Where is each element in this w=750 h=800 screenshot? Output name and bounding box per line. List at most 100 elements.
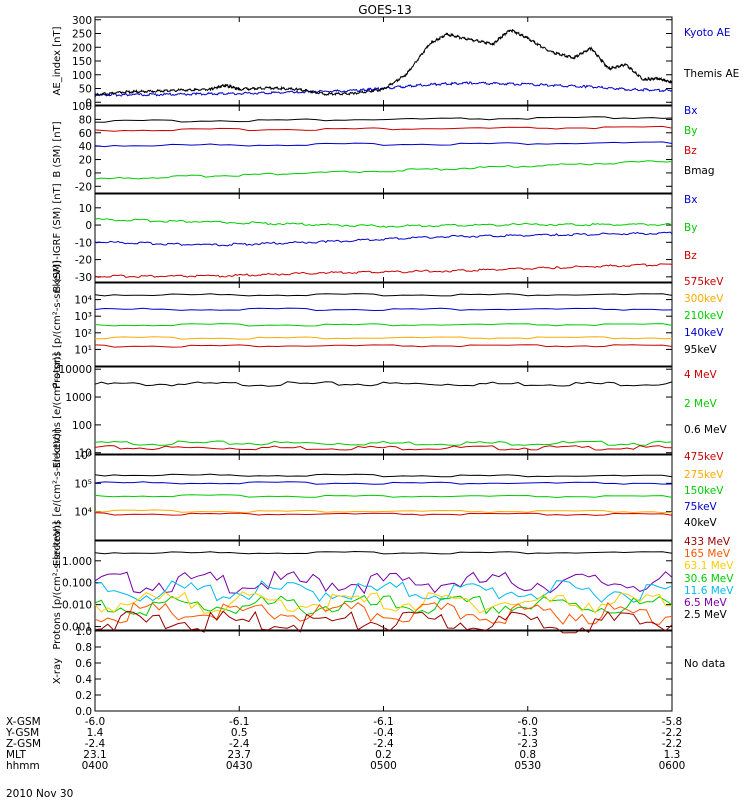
y-axis-label: AE_index [nT] bbox=[52, 26, 63, 95]
panel-3: -30 -20 -10 0 10 B (SM)-IGRF (SM) [nT] Bx By Bz bbox=[52, 183, 697, 292]
legend-entry: 475keV bbox=[684, 451, 724, 463]
y-axis-label: X-ray bbox=[52, 658, 63, 684]
y-tick-label: 80 bbox=[79, 114, 92, 126]
legend-entry: 75keV bbox=[684, 501, 718, 513]
legend-entry: 140keV bbox=[684, 327, 724, 339]
y-tick-label: 10⁶ bbox=[74, 450, 92, 462]
legend-entry: 95keV bbox=[684, 344, 718, 356]
legend-entry: 150keV bbox=[684, 485, 724, 497]
series-line-30-6-mev bbox=[94, 594, 673, 617]
orbit-cell: -6.1 bbox=[373, 716, 394, 728]
series-line-2-5-mev bbox=[94, 550, 673, 555]
orbit-cell: 0400 bbox=[82, 760, 109, 772]
legend-entry: 300keV bbox=[684, 293, 724, 305]
series-line-95kev bbox=[94, 293, 673, 297]
y-tick-label: -30 bbox=[75, 272, 92, 284]
y-axis-label: B (SM) [nT] bbox=[52, 121, 63, 177]
series-line-bx bbox=[94, 141, 673, 148]
legend-entry: 4 MeV bbox=[684, 369, 718, 381]
panel-frame bbox=[94, 454, 673, 541]
y-tick-label: -10 bbox=[75, 237, 92, 249]
series-line-0-6-mev bbox=[94, 381, 673, 387]
orbit-cell: 0.2 bbox=[375, 749, 392, 761]
y-tick-label: 100 bbox=[72, 101, 92, 113]
orbit-cell: -2.4 bbox=[373, 738, 394, 750]
orbit-cell: -6.1 bbox=[229, 716, 250, 728]
series-line-300kev bbox=[94, 336, 673, 340]
panel-8: 0.0 0.2 0.4 0.6 0.8 1.0 X-ray No data bbox=[52, 626, 725, 718]
orbit-cell: -2.2 bbox=[662, 727, 683, 739]
series-line-75kev bbox=[94, 481, 673, 485]
panel-frame bbox=[94, 193, 673, 283]
y-axis-label: Electrons [e/(cm²-s-sr)] bbox=[52, 353, 63, 469]
series-line-210kev bbox=[94, 323, 673, 327]
y-tick-label: 0 bbox=[85, 97, 92, 109]
orbit-row-label: hhmm bbox=[6, 760, 40, 772]
orbit-row-label: Z-GSM bbox=[6, 738, 41, 750]
legend-entry: 6.5 MeV bbox=[684, 597, 728, 609]
legend-entry: No data bbox=[684, 658, 725, 670]
legend-entry: By bbox=[684, 125, 697, 137]
series-line-bmag bbox=[94, 116, 673, 123]
series-line-2-mev bbox=[94, 440, 673, 446]
y-tick-label: 0.0 bbox=[75, 706, 92, 718]
y-tick-label: 10² bbox=[74, 328, 92, 340]
legend-entry: 210keV bbox=[684, 310, 724, 322]
y-tick-label: 1.000 bbox=[62, 556, 92, 568]
orbit-cell: -5.8 bbox=[662, 716, 683, 728]
y-tick-label: 10 bbox=[79, 203, 92, 215]
y-tick-label: 100 bbox=[72, 420, 92, 432]
date-label: 2010 Nov 30 bbox=[6, 788, 73, 800]
y-tick-label: 0.010 bbox=[62, 600, 92, 612]
series-line-11-6-mev bbox=[94, 580, 673, 603]
orbit-cell: 0500 bbox=[370, 760, 397, 772]
series-line-165-mev bbox=[94, 601, 673, 625]
y-tick-label: 10⁴ bbox=[74, 507, 92, 519]
series-line-40kev bbox=[94, 473, 673, 478]
y-tick-label: 1.0 bbox=[75, 626, 92, 638]
legend-entry: Bx bbox=[684, 105, 697, 117]
series-line-bx bbox=[94, 231, 673, 247]
panel-4: 10¹ 10² 10³ 10⁴ Protons [p/(cm²-s-sr-keV)] 57… bbox=[52, 260, 724, 388]
panel-6: 10⁴ 10⁵ 10⁶ Electrons [e/(cm²-s-sr-keV)] 475… bbox=[52, 429, 724, 566]
legend-entry: Bx bbox=[684, 194, 697, 206]
y-tick-label: 10 bbox=[79, 448, 92, 460]
series-line-575kev bbox=[94, 344, 673, 348]
y-axis-label: Electrons [e/(cm²-s-sr-keV)] bbox=[52, 429, 63, 566]
orbit-cell: 1.4 bbox=[87, 727, 104, 739]
orbit-cell: -2.4 bbox=[85, 738, 106, 750]
y-tick-label: 200 bbox=[72, 42, 92, 54]
orbit-cell: -2.2 bbox=[662, 738, 683, 750]
y-tick-label: 100 bbox=[72, 70, 92, 82]
orbit-cell: -0.4 bbox=[373, 727, 394, 739]
orbit-cell: 0600 bbox=[659, 760, 686, 772]
orbit-cell: -2.4 bbox=[229, 738, 250, 750]
y-tick-label: 0.100 bbox=[62, 578, 92, 590]
y-tick-label: 0.001 bbox=[62, 622, 92, 634]
legend-entry: 433 MeV bbox=[684, 536, 731, 548]
panel-frame bbox=[94, 16, 673, 106]
y-axis-label: B (SM)-IGRF (SM) [nT] bbox=[52, 183, 63, 292]
orbit-row-label: X-GSM bbox=[6, 716, 41, 728]
y-tick-label: 0.4 bbox=[75, 674, 92, 686]
orbit-cell: -6.0 bbox=[85, 716, 106, 728]
orbit-cell: 23.1 bbox=[83, 749, 106, 761]
legend-entry: 63.1 MeV bbox=[684, 560, 734, 572]
series-line-themis-ae bbox=[94, 28, 673, 97]
orbit-cell: -1.3 bbox=[518, 727, 539, 739]
legend-entry: 30.6 MeV bbox=[684, 573, 734, 585]
y-tick-label: 1000 bbox=[65, 392, 92, 404]
series-line-63-1-mev bbox=[94, 591, 673, 614]
legend-entry: 275keV bbox=[684, 469, 724, 481]
legend-entry: 0.6 MeV bbox=[684, 424, 728, 436]
series-line-by bbox=[94, 217, 673, 228]
legend-entry: Bz bbox=[684, 250, 697, 262]
legend-entry: 165 MeV bbox=[684, 548, 731, 560]
y-tick-label: 0.2 bbox=[75, 690, 92, 702]
orbit-cell: 0.5 bbox=[231, 727, 248, 739]
legend-entry: 2 MeV bbox=[684, 398, 718, 410]
